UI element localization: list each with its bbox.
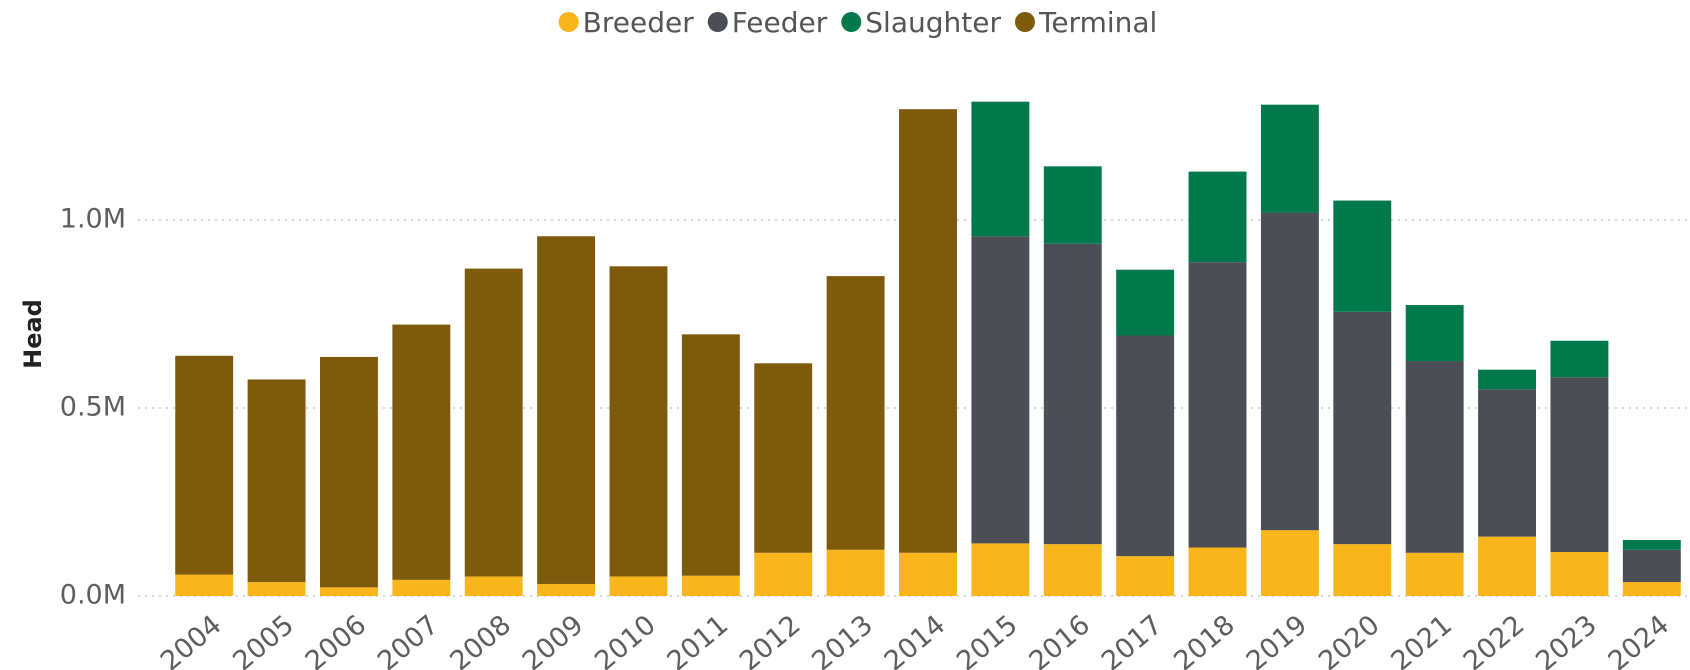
bar-segment (971, 543, 1030, 596)
bar-segment (175, 574, 234, 596)
y-tick-label: 0.5M (60, 392, 126, 423)
x-tick-label: 2013 (806, 609, 879, 670)
bar-segment (537, 236, 596, 584)
bar-segment (1043, 243, 1102, 545)
legend-marker (1014, 12, 1035, 32)
bar-segment (971, 236, 1030, 544)
x-tick-label: 2014 (879, 609, 952, 670)
bar-segment (1550, 552, 1609, 596)
bar-segment (392, 324, 451, 580)
legend-marker (558, 12, 579, 32)
bar-segment (1116, 269, 1175, 336)
bar-segment (754, 363, 813, 553)
bar-segment (899, 109, 957, 553)
x-tick-label: 2018 (1168, 609, 1241, 670)
bar-segment (1622, 549, 1681, 583)
legend-marker (841, 12, 862, 32)
bar-segment (392, 579, 451, 596)
x-tick-label: 2006 (300, 609, 373, 670)
bar-segment (1333, 544, 1392, 596)
x-tick-label: 2019 (1241, 609, 1314, 670)
x-tick-label: 2008 (444, 609, 517, 670)
x-tick-label: 2005 (227, 609, 300, 670)
x-tick-label: 2015 (951, 609, 1024, 670)
bar-segment (1188, 171, 1247, 263)
bar-segment (1260, 104, 1319, 213)
bar-segment (899, 552, 957, 596)
bar-segment (971, 101, 1030, 237)
x-tick-label: 2021 (1385, 609, 1458, 670)
bar-segment (1333, 311, 1392, 545)
legend-label: Terminal (1038, 6, 1157, 39)
bar-segment (537, 583, 596, 596)
bar-segment (175, 355, 234, 575)
bar-segment (1405, 305, 1464, 362)
bar-segment (1333, 200, 1392, 312)
bar-segment (1622, 582, 1681, 596)
x-tick-label: 2024 (1603, 609, 1676, 670)
bar-segment (1260, 530, 1319, 596)
bar-segment (1260, 212, 1319, 531)
bar-segment (320, 356, 378, 588)
bar-segment (1478, 536, 1536, 596)
x-tick-label: 2009 (517, 609, 590, 670)
x-tick-label: 2010 (589, 609, 662, 670)
bar-segment (1550, 377, 1609, 553)
bar-segment (754, 552, 813, 596)
bar-segment (1043, 166, 1102, 244)
bar-segment (1478, 369, 1536, 390)
y-tick-label: 0.0M (60, 580, 126, 611)
bar-segment (247, 379, 306, 583)
x-tick-label: 2023 (1530, 609, 1603, 670)
y-axis-label: Head (19, 299, 47, 369)
bar-segment (681, 575, 740, 596)
x-tick-label: 2007 (372, 609, 445, 670)
bar-segment (1622, 539, 1681, 550)
legend-label: Slaughter (865, 6, 1001, 39)
bar-segment (320, 587, 378, 596)
bar-segment (609, 266, 668, 577)
bar-segment (1116, 335, 1175, 557)
bar-segment (1188, 262, 1247, 548)
legend-label: Feeder (732, 6, 828, 39)
bar-segment (1405, 552, 1464, 596)
bar-segment (1188, 547, 1247, 596)
y-tick-label: 1.0M (60, 204, 126, 235)
x-tick-label: 2020 (1313, 609, 1386, 670)
bar-segment (681, 334, 740, 576)
bar-segment (1043, 544, 1102, 596)
bar-segment (609, 576, 668, 596)
x-tick-label: 2022 (1458, 609, 1531, 670)
x-tick-label: 2011 (662, 609, 735, 670)
legend: Breeder Feeder Slaughter Terminal (558, 6, 1157, 39)
bar-segment (247, 582, 306, 596)
x-tick-label: 2012 (734, 609, 807, 670)
x-tick-label: 2004 (155, 609, 228, 670)
bar-segment (1116, 556, 1175, 596)
x-tick-label: 2017 (1096, 609, 1169, 670)
bar-segment (1550, 340, 1609, 378)
legend-marker (707, 12, 728, 32)
bar-segment (826, 276, 885, 550)
x-tick-label: 2016 (1024, 609, 1097, 670)
bar-segment (464, 268, 523, 577)
bar-segment (464, 576, 523, 596)
bar-segment (826, 549, 885, 596)
bar-segment (1478, 389, 1536, 537)
bar-segment (1405, 361, 1464, 553)
legend-label: Breeder (583, 6, 695, 39)
